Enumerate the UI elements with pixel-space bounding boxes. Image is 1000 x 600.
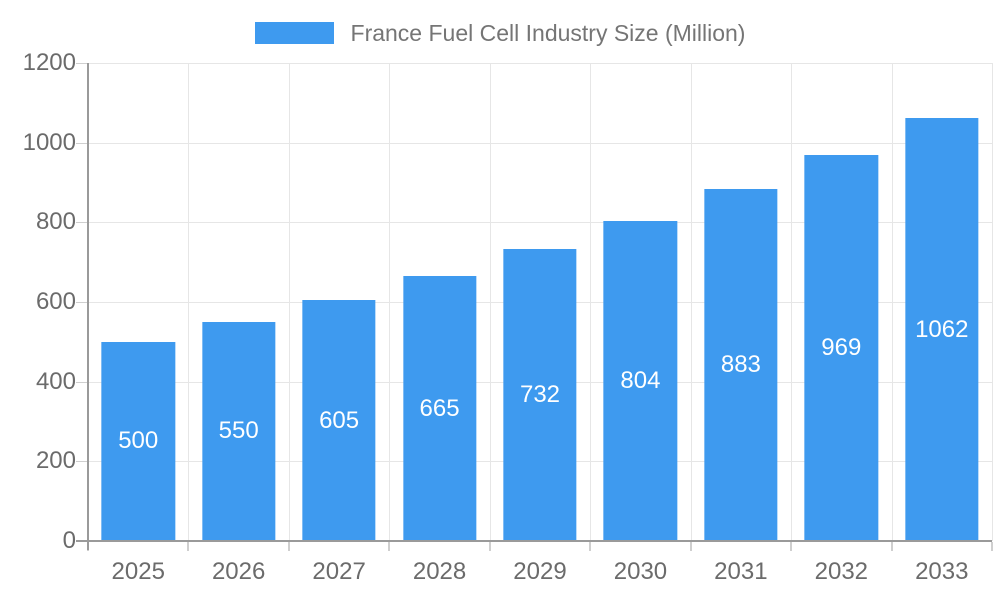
x-tick-mark xyxy=(890,542,893,551)
v-gridline xyxy=(992,63,993,541)
h-gridline xyxy=(88,142,992,144)
legend[interactable]: France Fuel Cell Industry Size (Million) xyxy=(0,18,1000,48)
v-gridline xyxy=(690,63,692,541)
x-tick-mark xyxy=(488,542,491,551)
x-tick-mark xyxy=(187,542,190,551)
v-gridline xyxy=(590,63,592,541)
y-axis-line xyxy=(87,63,89,550)
y-tick-label: 200 xyxy=(35,447,76,475)
y-tick-mark xyxy=(76,302,88,303)
bar[interactable] xyxy=(101,341,175,541)
y-tick-label: 600 xyxy=(35,288,76,315)
x-tick-label: 2025 xyxy=(111,558,165,585)
bar[interactable] xyxy=(905,117,979,541)
bar-value-label: 605 xyxy=(319,406,360,434)
y-tick-label: 800 xyxy=(35,208,76,236)
bar[interactable] xyxy=(603,220,678,541)
x-axis-line xyxy=(76,540,992,542)
v-gridline xyxy=(891,63,893,541)
x-tick-mark xyxy=(388,542,391,551)
x-tick-label: 2028 xyxy=(412,558,467,585)
x-tick-label: 2033 xyxy=(915,558,969,585)
bar-value-label: 1062 xyxy=(915,315,969,343)
x-tick-mark xyxy=(790,542,793,551)
bar[interactable] xyxy=(503,249,577,541)
legend-label: France Fuel Cell Industry Size (Million) xyxy=(350,19,746,46)
y-tick-mark xyxy=(76,222,88,224)
bar[interactable] xyxy=(704,189,778,541)
x-tick-label: 2029 xyxy=(513,558,567,585)
h-gridline xyxy=(88,63,992,64)
bar-value-label: 969 xyxy=(821,334,862,362)
x-tick-mark xyxy=(991,542,993,551)
bar[interactable] xyxy=(402,276,477,541)
x-tick-mark xyxy=(589,542,592,551)
v-gridline xyxy=(791,63,793,541)
y-tick-label: 1000 xyxy=(22,128,76,156)
v-gridline xyxy=(489,63,491,541)
legend-swatch-icon[interactable] xyxy=(254,22,334,44)
y-tick-mark xyxy=(76,461,88,463)
bar-value-label: 665 xyxy=(419,394,460,422)
bar[interactable] xyxy=(302,300,376,541)
y-tick-mark xyxy=(76,63,88,64)
x-tick-label: 2026 xyxy=(211,558,266,585)
y-tick-label: 1200 xyxy=(22,49,76,76)
bar-value-label: 804 xyxy=(620,366,661,394)
v-gridline xyxy=(389,63,391,541)
h-gridline xyxy=(88,222,992,224)
y-tick-label: 0 xyxy=(62,527,76,554)
v-gridline xyxy=(288,63,290,541)
bar-value-label: 883 xyxy=(720,351,761,379)
bar-value-label: 732 xyxy=(519,381,561,409)
x-tick-mark xyxy=(689,542,692,551)
x-tick-label: 2027 xyxy=(312,558,366,585)
y-tick-mark xyxy=(76,381,88,383)
x-tick-label: 2032 xyxy=(814,558,869,585)
plot-area: 500 550 605 665 732 804 883 969 1062 xyxy=(76,63,993,551)
bar-value-label: 550 xyxy=(218,417,259,445)
y-axis-labels: 0 200 400 600 800 1000 1200 xyxy=(0,49,76,554)
y-tick-label: 400 xyxy=(35,367,76,395)
v-gridline xyxy=(188,63,190,541)
bar-value-label: 500 xyxy=(118,427,159,455)
x-tick-mark xyxy=(287,542,290,551)
x-tick-label: 2030 xyxy=(613,558,668,585)
bar[interactable] xyxy=(202,321,276,541)
bar[interactable] xyxy=(804,155,878,541)
y-tick-mark xyxy=(76,142,88,144)
x-axis-labels: 2025 2026 2027 2028 2029 2030 2031 2032 2033 xyxy=(88,558,992,588)
x-tick-label: 2031 xyxy=(714,558,768,585)
